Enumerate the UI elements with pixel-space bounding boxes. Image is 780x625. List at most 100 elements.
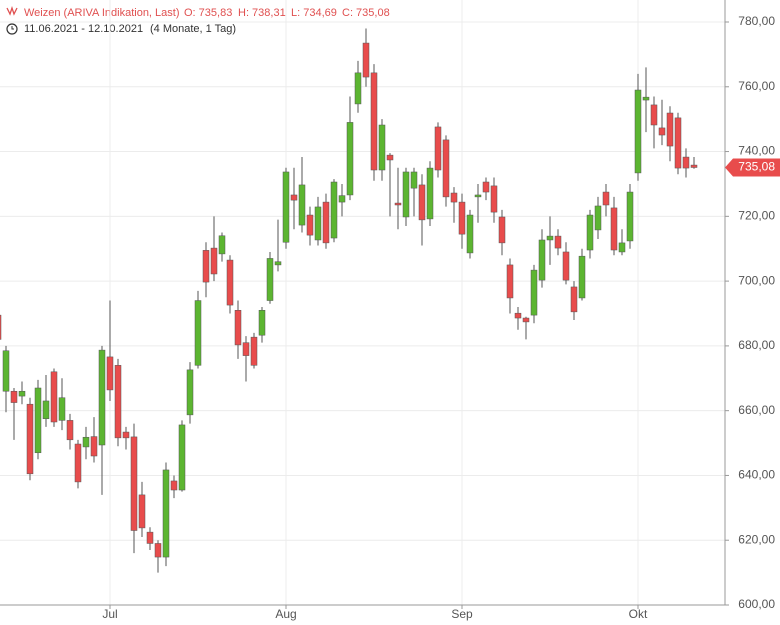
candle-body — [162, 469, 170, 558]
candle-body — [34, 387, 42, 454]
x-tick-label: Aug — [275, 607, 296, 621]
candle-body — [266, 258, 274, 301]
candle-body — [594, 205, 602, 231]
candle-body — [274, 261, 282, 266]
candle-body — [690, 164, 698, 168]
y-tick-label: 740,00 — [738, 144, 775, 158]
candle-body — [322, 201, 330, 244]
candle-body — [58, 397, 66, 421]
candle-body — [378, 124, 386, 171]
candles — [0, 28, 698, 573]
candle-body — [586, 214, 594, 251]
x-tick-label: Sep — [451, 607, 473, 621]
candle-body — [250, 336, 258, 366]
candle-body — [370, 72, 378, 171]
candle-body — [10, 390, 18, 403]
candle-body — [450, 192, 458, 203]
candle-body — [90, 436, 98, 457]
candle-body — [530, 269, 538, 316]
x-tick-label: Jul — [102, 607, 117, 621]
candle-body — [482, 181, 490, 193]
candle-body — [538, 239, 546, 281]
candle-body — [218, 235, 226, 255]
candle-body — [18, 390, 26, 397]
candle-body — [258, 310, 266, 336]
last-price-label: 735,08 — [738, 160, 775, 174]
candle-body — [42, 400, 50, 420]
candle-body — [290, 194, 298, 201]
candle-body — [194, 300, 202, 366]
y-tick-label: 700,00 — [738, 273, 775, 287]
y-tick-label: 640,00 — [738, 468, 775, 482]
candle-body — [362, 42, 370, 78]
candle-body — [98, 349, 106, 446]
candle-body — [434, 126, 442, 171]
candle-body — [170, 480, 178, 491]
candle-body — [226, 259, 234, 306]
chart-title: Weizen (ARIVA Indikation, Last) — [24, 7, 180, 19]
candle-body — [298, 184, 306, 226]
candle-body — [66, 420, 74, 441]
header: Weizen (ARIVA Indikation, Last) O: 735,8… — [6, 5, 390, 35]
candle-body — [498, 216, 506, 244]
stat-low: L: 734,69 — [291, 7, 337, 19]
candle-body — [82, 436, 90, 448]
stat-open: O: 735,83 — [184, 7, 232, 19]
x-tick-label: Okt — [629, 607, 648, 621]
candle-body — [338, 195, 346, 203]
candle-body — [626, 191, 634, 242]
stat-close: C: 735,08 — [342, 7, 390, 19]
candle-body — [202, 250, 210, 283]
candle-body — [570, 286, 578, 313]
candle-body — [650, 104, 658, 126]
candle-body — [282, 171, 290, 243]
candle-body — [154, 543, 162, 558]
candle-body — [418, 184, 426, 221]
candle-body — [642, 96, 650, 101]
candle-body — [330, 181, 338, 239]
candle-body — [234, 310, 242, 346]
candle-body — [178, 424, 186, 491]
candle-body — [106, 356, 114, 391]
candle-body — [74, 443, 82, 483]
candle-body — [554, 235, 562, 249]
candle-body — [210, 247, 218, 275]
candle-body — [394, 202, 402, 206]
candle-body — [442, 139, 450, 198]
candle-body — [314, 206, 322, 241]
y-tick-label: 780,00 — [738, 14, 775, 28]
last-price-badge — [725, 158, 780, 177]
candle-body — [682, 156, 690, 169]
candle-body — [458, 201, 466, 235]
date-range: 11.06.2021 - 12.10.2021 — [24, 23, 143, 35]
y-tick-label: 760,00 — [738, 79, 775, 93]
candle-body — [2, 350, 10, 392]
candle-body — [130, 436, 138, 531]
y-tick-label: 680,00 — [738, 338, 775, 352]
candle-body — [474, 194, 482, 198]
candle-body — [0, 314, 2, 340]
candle-body — [546, 235, 554, 241]
y-tick-label: 660,00 — [738, 403, 775, 417]
candle-body — [146, 531, 154, 544]
candle-body — [242, 342, 250, 356]
candle-body — [658, 127, 666, 136]
y-tick-label: 600,00 — [738, 597, 775, 611]
candle-body — [514, 312, 522, 319]
candle-body — [610, 207, 618, 251]
candle-body — [602, 191, 610, 206]
stat-high: H: 738,31 — [238, 7, 286, 19]
y-tick-label: 620,00 — [738, 532, 775, 546]
chart-icon — [6, 5, 18, 16]
candle-body — [306, 214, 314, 236]
candle-body — [506, 264, 514, 299]
candle-body — [666, 112, 674, 147]
candle-body — [674, 117, 682, 169]
y-tick-label: 720,00 — [738, 209, 775, 223]
candle-body — [26, 403, 34, 475]
candle-body — [490, 185, 498, 213]
candle-body — [354, 72, 362, 105]
candle-body — [410, 171, 418, 189]
candle-body — [578, 255, 586, 299]
